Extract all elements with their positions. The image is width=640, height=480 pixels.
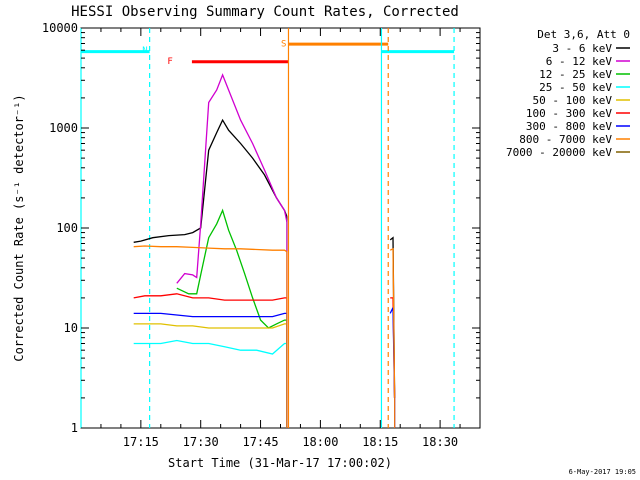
legend-entry: 25 - 50 keV xyxy=(539,81,612,94)
y-axis-label: Corrected Count Rate (s⁻¹ detector⁻¹) xyxy=(12,94,26,361)
legend-entry: 50 - 100 keV xyxy=(533,94,613,107)
chart-title: HESSI Observing Summary Count Rates, Cor… xyxy=(71,4,459,20)
series-line xyxy=(389,247,396,398)
y-tick-label: 1000 xyxy=(49,121,78,135)
x-tick-label: 18:00 xyxy=(302,435,338,449)
legend-entry: 3 - 6 keV xyxy=(552,42,612,55)
bar-annotation: F xyxy=(167,57,172,67)
plot-frame xyxy=(80,27,481,429)
legend-header: Det 3,6, Att 0 xyxy=(537,28,630,41)
x-tick-label: 18:15 xyxy=(362,435,398,449)
legend-entry: 7000 - 20000 keV xyxy=(506,146,612,159)
series-line xyxy=(133,118,288,243)
bar-annotations: N F S xyxy=(142,39,286,66)
y-tick-label: 10 xyxy=(64,321,78,335)
observing-bars xyxy=(81,42,455,64)
series-lines xyxy=(133,73,396,428)
legend-entry: 6 - 12 keV xyxy=(546,55,613,68)
bar-annotation: N xyxy=(142,46,147,56)
y-axis: 1 10 100 1000 10000 xyxy=(42,21,480,435)
series-line xyxy=(133,339,287,355)
legend-entry: 12 - 25 keV xyxy=(539,68,612,81)
series-line xyxy=(133,293,287,301)
footer-date: 6-May-2017 19:05 xyxy=(569,468,636,476)
series-line xyxy=(176,73,288,284)
series-line xyxy=(176,208,287,329)
x-axis-label: Start Time (31-Mar-17 17:00:02) xyxy=(168,456,392,470)
x-tick-label: 17:30 xyxy=(183,435,219,449)
legend-entry: 300 - 800 keV xyxy=(526,120,612,133)
x-axis: 17:15 17:30 17:45 18:00 18:15 18:30 xyxy=(100,28,461,449)
series-line xyxy=(133,323,287,329)
y-tick-label: 10000 xyxy=(42,21,78,35)
series-line xyxy=(133,245,288,253)
y-tick-label: 1 xyxy=(71,421,78,435)
x-tick-label: 17:45 xyxy=(242,435,278,449)
x-tick-label: 17:15 xyxy=(123,435,159,449)
boundary-lines xyxy=(80,28,455,428)
legend-entry: 100 - 300 keV xyxy=(526,107,612,120)
series-line xyxy=(133,312,287,318)
bar-annotation: S xyxy=(281,39,286,49)
legend-entry: 800 - 7000 keV xyxy=(519,133,612,146)
x-tick-label: 18:30 xyxy=(422,435,458,449)
y-tick-label: 100 xyxy=(56,221,78,235)
